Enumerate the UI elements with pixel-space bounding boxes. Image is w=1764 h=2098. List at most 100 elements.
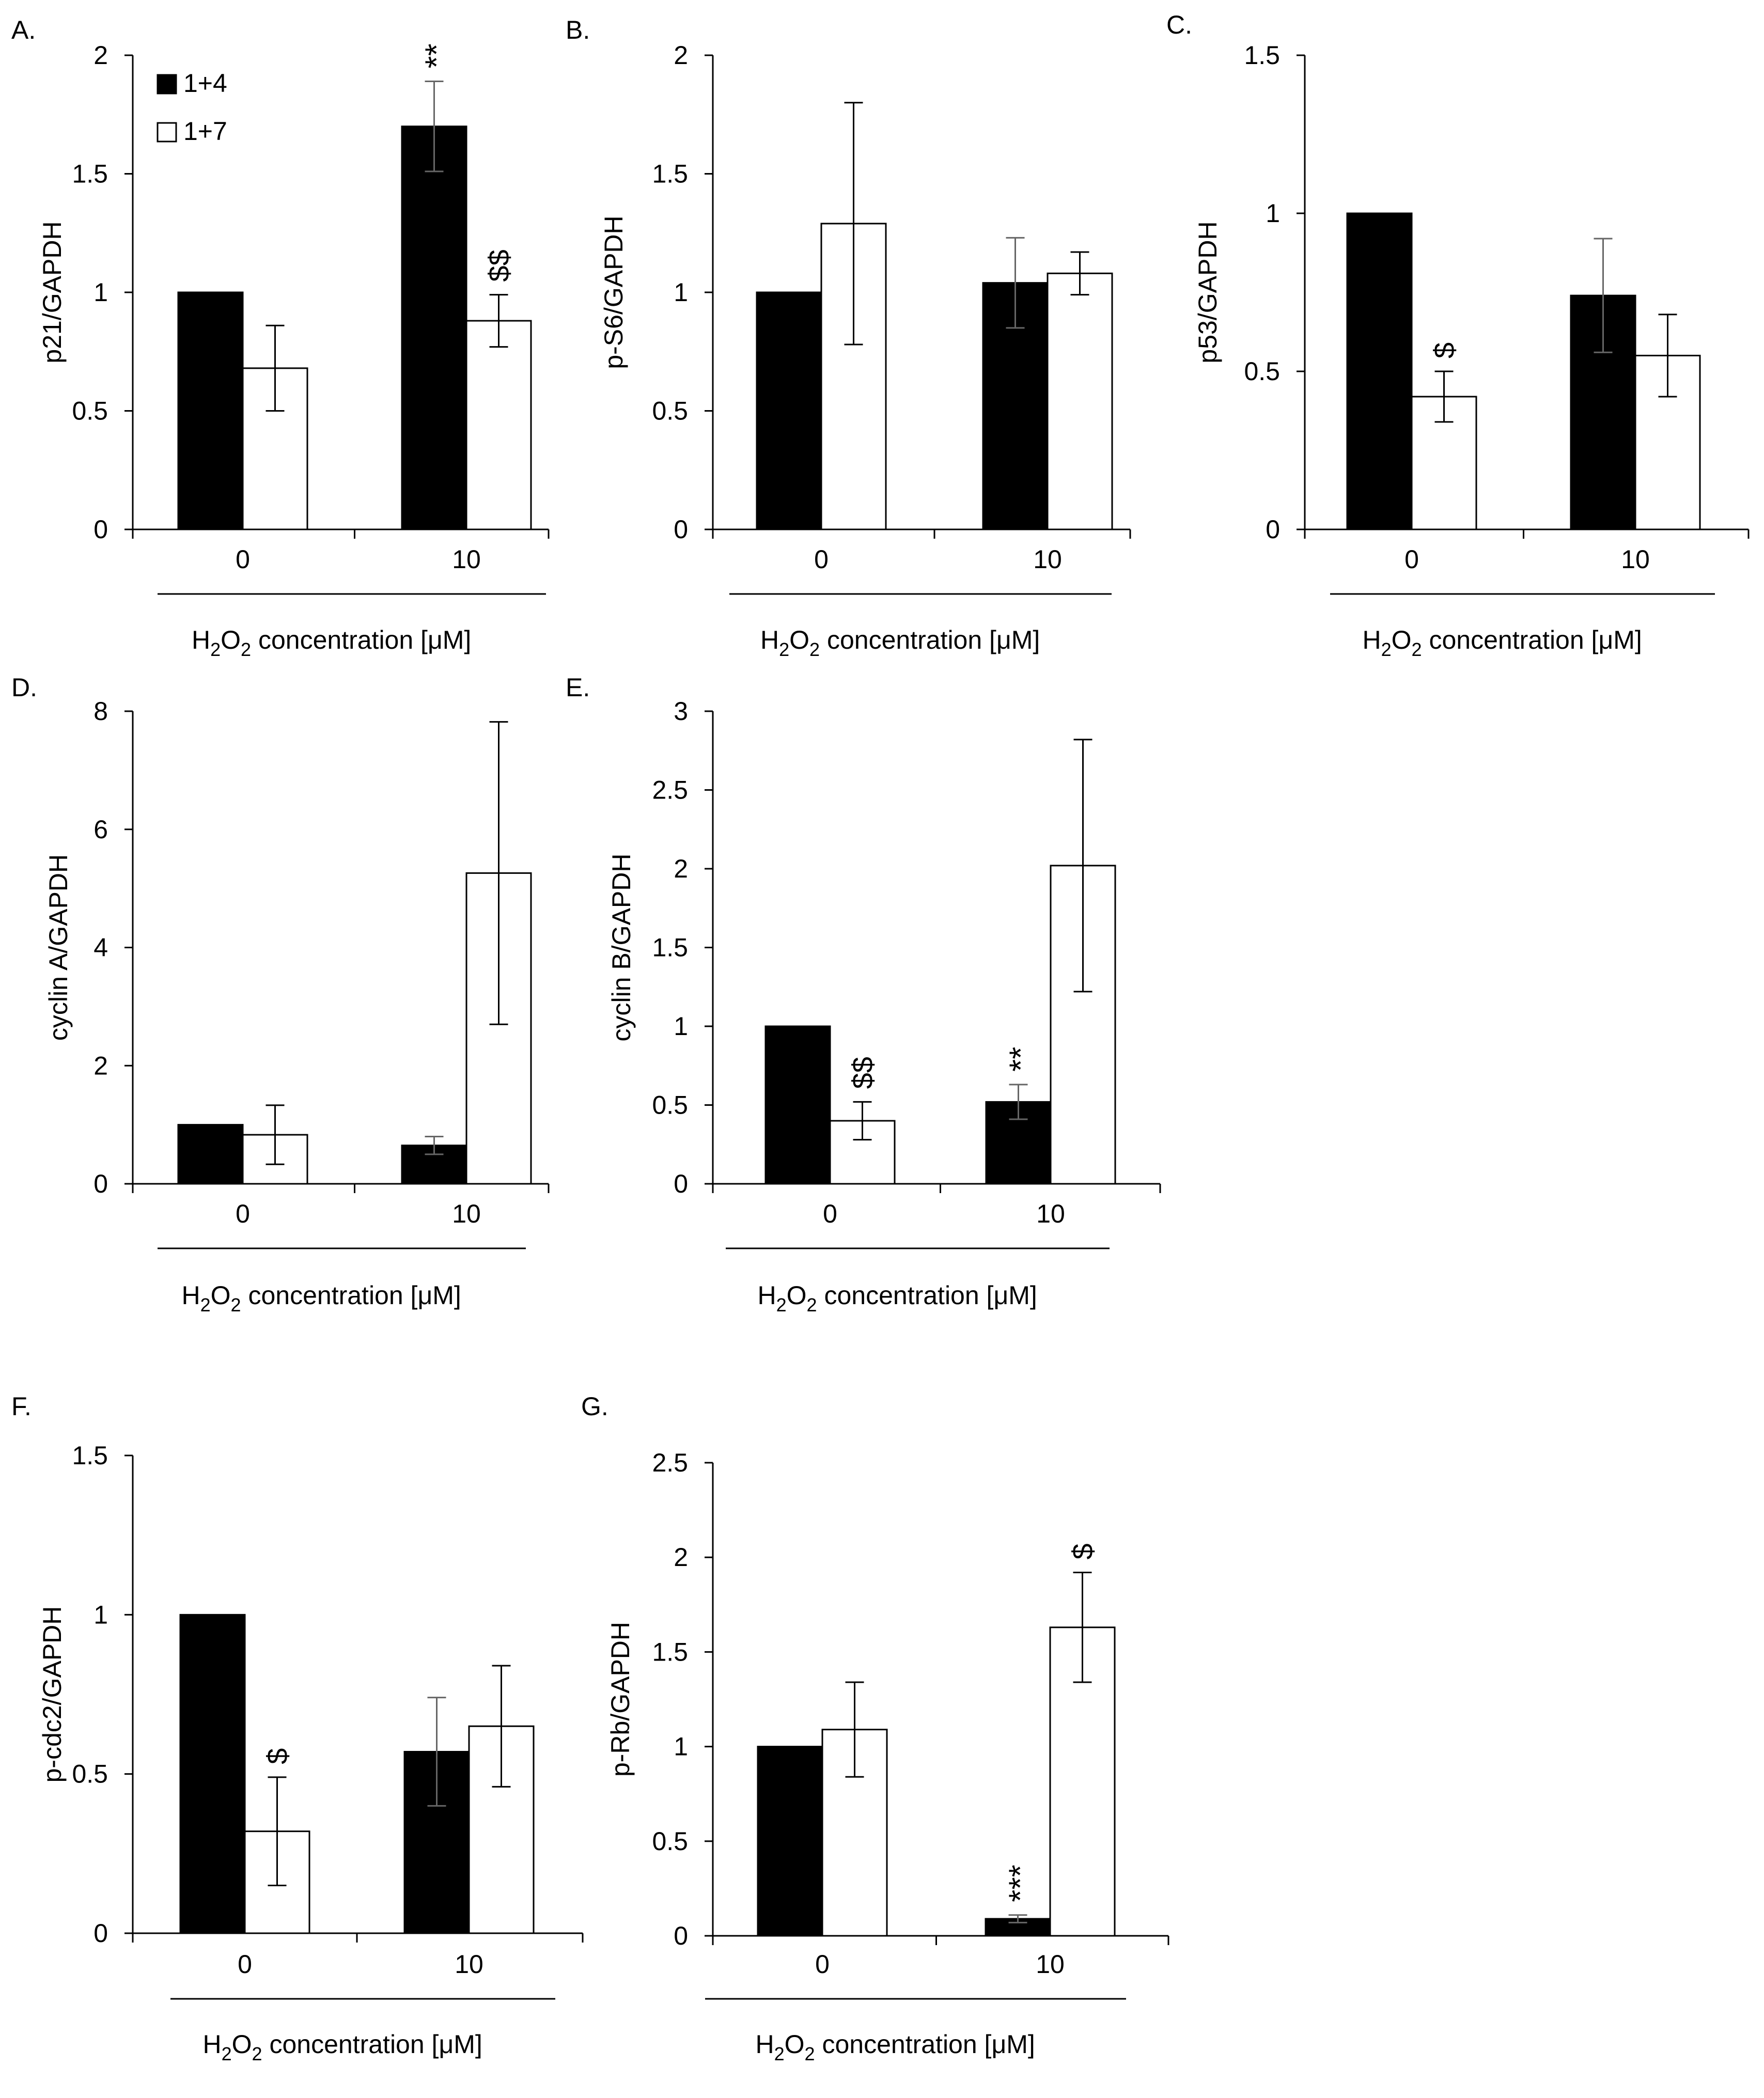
bar-1p4-0 (1346, 212, 1413, 530)
y-tick-label: 2 (674, 854, 688, 883)
panel-label: F. (11, 1392, 32, 1421)
y-tick-label: 0.5 (1244, 357, 1280, 386)
panel-label: A. (11, 15, 36, 44)
significance-annotation: ** (419, 43, 455, 68)
legend: 1+4 1+7 (157, 69, 227, 146)
y-tick-label: 1.5 (72, 160, 108, 189)
y-tick-label: 1 (674, 1732, 688, 1761)
bar-1p7-0 (242, 367, 308, 530)
panel-label: D. (11, 673, 37, 702)
y-tick-label: 1.5 (652, 933, 688, 962)
y-axis-label: cyclin B/GAPDH (607, 854, 636, 1042)
bar-1p4-10 (401, 126, 467, 530)
y-axis-label: p-Rb/GAPDH (606, 1622, 635, 1777)
y-tick-label: 1.5 (72, 1441, 108, 1470)
legend-label: 1+4 (183, 69, 227, 98)
y-tick-label: 1 (93, 278, 108, 307)
category-label: 10 (452, 1199, 481, 1228)
bar-1p7-10 (1049, 1626, 1116, 1937)
panel-e: E. cyclin B/GAPDH 0 0.5 1 1.5 2 2.5 3 $$ ** 0 10 H2O2… (566, 673, 1161, 1316)
y-tick-label: 2 (674, 1543, 688, 1572)
significance-annotation: $ (261, 1748, 294, 1764)
bar-1p4-0 (177, 291, 244, 530)
significance-annotation: $ (1067, 1543, 1099, 1559)
y-tick-label: 3 (674, 697, 688, 726)
y-axis-label: p-S6/GAPDH (599, 215, 628, 369)
panel-b: B. p-S6/GAPDH 0 0.5 1 1.5 2 0 10 H2O2 concentrati… (566, 15, 1131, 660)
category-label: 10 (452, 545, 481, 574)
legend-swatch (157, 74, 177, 95)
y-tick-label: 1 (674, 1012, 688, 1041)
y-tick-label: 1.5 (652, 160, 688, 189)
y-tick-label: 0 (674, 1169, 688, 1198)
y-tick-label: 0 (674, 1921, 688, 1950)
y-tick-label: 0 (674, 515, 688, 544)
y-tick-label: 6 (93, 815, 108, 844)
x-axis-label: H2O2 concentration [μM] (203, 2030, 482, 2064)
y-tick-label: 0.5 (72, 397, 108, 426)
category-label: 0 (1404, 545, 1419, 574)
x-axis-label: H2O2 concentration [μM] (192, 625, 471, 660)
legend-label: 1+7 (183, 117, 227, 146)
x-axis-label: H2O2 concentration [μM] (1363, 625, 1642, 660)
bar-1p7-10 (465, 320, 532, 530)
significance-annotation: ** (1004, 1047, 1039, 1072)
x-axis-label: H2O2 concentration [μM] (756, 2030, 1035, 2064)
significance-annotation: *** (1003, 1865, 1039, 1902)
y-tick-label: 0.5 (652, 1091, 688, 1120)
y-tick-label: 1 (674, 278, 688, 307)
x-axis-label: H2O2 concentration [μM] (758, 1281, 1037, 1316)
y-tick-label: 0.5 (72, 1760, 108, 1789)
category-label: 0 (238, 1950, 252, 1979)
panel-d: D. cyclin A/GAPDH 0 2 4 6 8 0 10 H2O2 concentrati… (11, 673, 550, 1316)
y-tick-label: 0.5 (652, 397, 688, 426)
bar-1p7-0 (1411, 396, 1477, 530)
panel-c: C. p53/GAPDH 0 0.5 1 1.5 $0 10 H2O2 concentratio… (1166, 10, 1750, 660)
y-tick-label: 2 (674, 41, 688, 70)
category-label: 10 (1036, 1199, 1065, 1228)
category-label: 10 (1033, 545, 1062, 574)
x-axis-label: H2O2 concentration [μM] (760, 625, 1040, 660)
y-tick-label: 0 (93, 1169, 108, 1198)
bar-1p4-0 (179, 1614, 246, 1934)
y-tick-label: 0 (1266, 515, 1280, 544)
category-label: 0 (814, 545, 829, 574)
y-tick-label: 1 (93, 1600, 108, 1629)
bar-1p4-0 (757, 1746, 823, 1937)
panel-g: G. p-Rb/GAPDH 0 0.5 1 1.5 2 2.5 *** $0 10 H2O2 conc… (581, 1392, 1169, 2064)
x-axis-label: H2O2 concentration [μM] (182, 1281, 461, 1316)
y-tick-label: 4 (93, 933, 108, 962)
y-tick-label: 1.5 (652, 1637, 688, 1666)
y-tick-label: 2 (93, 1051, 108, 1080)
panel-label: G. (581, 1392, 608, 1421)
y-axis-label: p21/GAPDH (38, 221, 67, 363)
panel-label: B. (566, 15, 590, 44)
category-label: 0 (236, 1199, 250, 1228)
y-axis-label: p53/GAPDH (1193, 221, 1222, 363)
category-label: 10 (1036, 1950, 1065, 1979)
y-tick-label: 8 (93, 697, 108, 726)
y-tick-label: 1 (1266, 199, 1280, 228)
panel-a: A. p21/GAPDH 0 0.5 1 1.5 2 ** $$ 0 10 H2O2 concentr… (11, 15, 550, 660)
category-label: 10 (1621, 545, 1650, 574)
y-tick-label: 1.5 (1244, 41, 1280, 70)
panel-label: C. (1166, 10, 1192, 39)
y-tick-label: 0 (93, 1919, 108, 1948)
y-tick-label: 2 (93, 41, 108, 70)
y-axis-label: cyclin A/GAPDH (44, 854, 73, 1041)
bar-1p7-10 (1047, 272, 1113, 530)
y-axis-label: p-cdc2/GAPDH (38, 1606, 67, 1783)
category-label: 10 (455, 1950, 483, 1979)
y-tick-label: 2.5 (652, 776, 688, 805)
panel-f: F. p-cdc2/GAPDH 0 0.5 1 1.5 $0 10 H2O2 concentra… (11, 1392, 584, 2064)
significance-annotation: $ (1428, 342, 1461, 358)
bar-1p4-0 (177, 1124, 244, 1185)
category-label: 0 (815, 1950, 830, 1979)
panel-label: E. (566, 673, 590, 702)
y-tick-label: 0.5 (652, 1827, 688, 1856)
category-label: 0 (823, 1199, 837, 1228)
bar-1p4-0 (756, 291, 822, 530)
significance-annotation: $$ (483, 249, 516, 281)
legend-swatch (157, 122, 177, 143)
